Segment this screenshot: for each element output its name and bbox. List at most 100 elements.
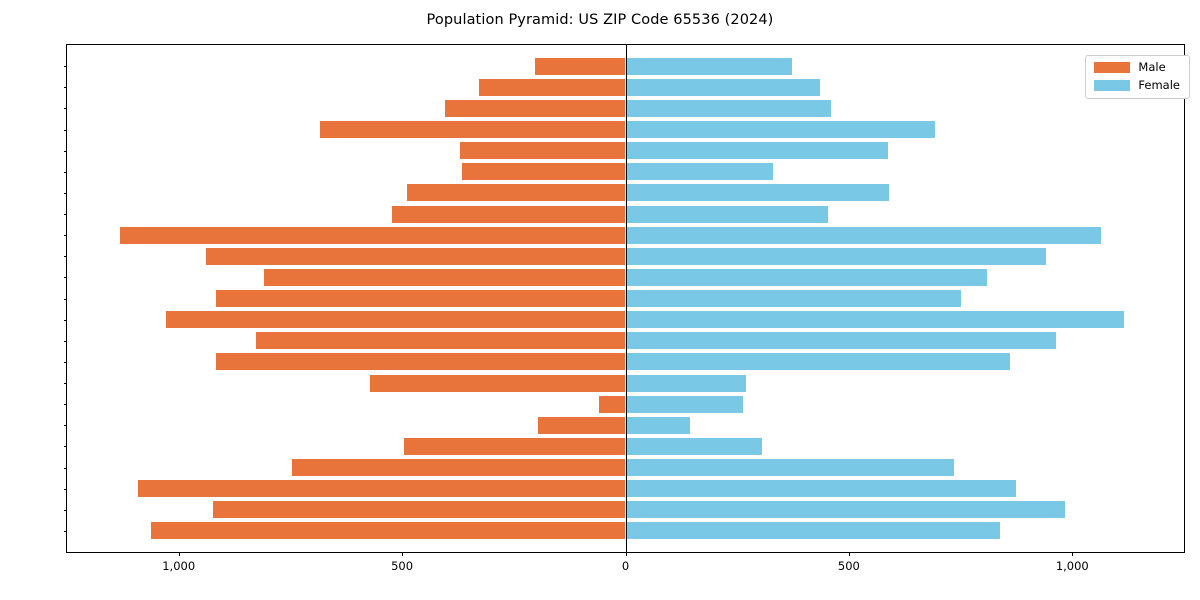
bar-female[interactable] xyxy=(625,290,962,307)
bar-male[interactable] xyxy=(255,332,626,350)
y-tick-mark xyxy=(63,171,67,173)
legend-swatch-male xyxy=(1094,62,1131,73)
bar-male[interactable] xyxy=(138,480,626,498)
bar-female[interactable] xyxy=(625,501,1066,519)
bar-female[interactable] xyxy=(625,247,1047,265)
bar-female[interactable] xyxy=(625,226,1102,244)
bar-female[interactable] xyxy=(625,57,793,75)
pyramid-row xyxy=(67,311,1184,329)
bar-male[interactable] xyxy=(407,184,626,202)
x-tick-label: 1,000 xyxy=(162,559,196,573)
y-tick-mark xyxy=(63,361,67,363)
y-tick-mark xyxy=(63,298,67,300)
pyramid-row xyxy=(67,374,1184,392)
bar-male[interactable] xyxy=(370,374,626,392)
bar-female[interactable] xyxy=(625,78,821,96)
bar-male[interactable] xyxy=(444,99,626,117)
pyramid-row xyxy=(67,353,1184,371)
bar-male[interactable] xyxy=(206,247,626,265)
bar-female[interactable] xyxy=(625,99,832,117)
bar-male[interactable] xyxy=(319,121,626,138)
bar-female[interactable] xyxy=(625,205,828,223)
chart-legend: Male Female xyxy=(1085,55,1190,99)
bar-male[interactable] xyxy=(403,437,626,455)
y-tick-mark xyxy=(63,235,67,237)
bar-male[interactable] xyxy=(392,205,626,223)
y-tick-mark xyxy=(63,87,67,89)
bar-male[interactable] xyxy=(150,522,626,540)
y-tick-mark xyxy=(63,256,67,258)
x-tick-label: 500 xyxy=(391,559,414,573)
bar-male[interactable] xyxy=(120,226,626,244)
y-tick-mark xyxy=(63,488,67,490)
bar-male[interactable] xyxy=(461,163,626,181)
y-tick-mark xyxy=(63,108,67,110)
pyramid-row xyxy=(67,459,1184,476)
y-tick-mark xyxy=(63,340,67,342)
bar-male[interactable] xyxy=(459,142,626,160)
bar-female[interactable] xyxy=(625,268,987,286)
bar-female[interactable] xyxy=(625,395,743,413)
x-tick-mark xyxy=(848,552,850,556)
bar-male[interactable] xyxy=(165,311,626,329)
pyramid-row xyxy=(67,99,1184,117)
bar-female[interactable] xyxy=(625,332,1057,350)
pyramid-row xyxy=(67,290,1184,307)
y-tick-mark xyxy=(63,192,67,194)
y-tick-mark xyxy=(63,530,67,532)
legend-entry[interactable]: Male xyxy=(1094,61,1180,74)
bar-female[interactable] xyxy=(625,459,955,476)
y-tick-mark xyxy=(63,66,67,68)
bar-female[interactable] xyxy=(625,437,763,455)
pyramid-row xyxy=(67,78,1184,96)
pyramid-row xyxy=(67,416,1184,434)
x-tick-label: 1,000 xyxy=(1055,559,1089,573)
pyramid-row xyxy=(67,142,1184,160)
bar-male[interactable] xyxy=(537,416,626,434)
pyramid-row xyxy=(67,268,1184,286)
y-tick-mark xyxy=(63,509,67,511)
y-tick-mark xyxy=(63,425,67,427)
bar-male[interactable] xyxy=(478,78,626,96)
bar-female[interactable] xyxy=(625,163,774,181)
y-tick-mark xyxy=(63,319,67,321)
pyramid-row xyxy=(67,163,1184,181)
pyramid-row xyxy=(67,205,1184,223)
legend-swatch-female xyxy=(1094,80,1131,91)
bar-female[interactable] xyxy=(625,522,1000,540)
pyramid-row xyxy=(67,332,1184,350)
y-tick-mark xyxy=(63,467,67,469)
bar-male[interactable] xyxy=(216,353,626,371)
bar-female[interactable] xyxy=(625,353,1010,371)
legend-entry[interactable]: Female xyxy=(1094,79,1180,92)
legend-label: Male xyxy=(1138,60,1166,74)
plot-area: 85+80-8475-7970-7467-6965-6662-6460-6155… xyxy=(63,44,1185,573)
pyramid-row xyxy=(67,437,1184,455)
y-tick-mark xyxy=(63,129,67,131)
pyramid-row xyxy=(67,57,1184,75)
bar-male[interactable] xyxy=(535,57,626,75)
bar-female[interactable] xyxy=(625,184,889,202)
y-tick-mark xyxy=(63,214,67,216)
x-tick-mark xyxy=(625,552,627,556)
bar-female[interactable] xyxy=(625,480,1016,498)
x-tick-label: 500 xyxy=(837,559,860,573)
bar-male[interactable] xyxy=(598,395,626,413)
bar-female[interactable] xyxy=(625,311,1125,329)
pyramid-row xyxy=(67,501,1184,519)
chart-title: Population Pyramid: US ZIP Code 65536 (2… xyxy=(426,12,774,28)
bar-female[interactable] xyxy=(625,416,690,434)
y-tick-mark xyxy=(63,277,67,279)
bar-male[interactable] xyxy=(212,501,626,519)
bar-female[interactable] xyxy=(625,121,936,138)
bar-female[interactable] xyxy=(625,374,746,392)
bar-male[interactable] xyxy=(291,459,626,476)
bar-male[interactable] xyxy=(216,290,626,307)
x-tick-label: 0 xyxy=(621,559,630,573)
pyramid-row xyxy=(67,121,1184,138)
y-tick-mark xyxy=(63,404,67,406)
bar-male[interactable] xyxy=(264,268,626,286)
y-tick-mark xyxy=(63,150,67,152)
bar-female[interactable] xyxy=(625,142,888,160)
